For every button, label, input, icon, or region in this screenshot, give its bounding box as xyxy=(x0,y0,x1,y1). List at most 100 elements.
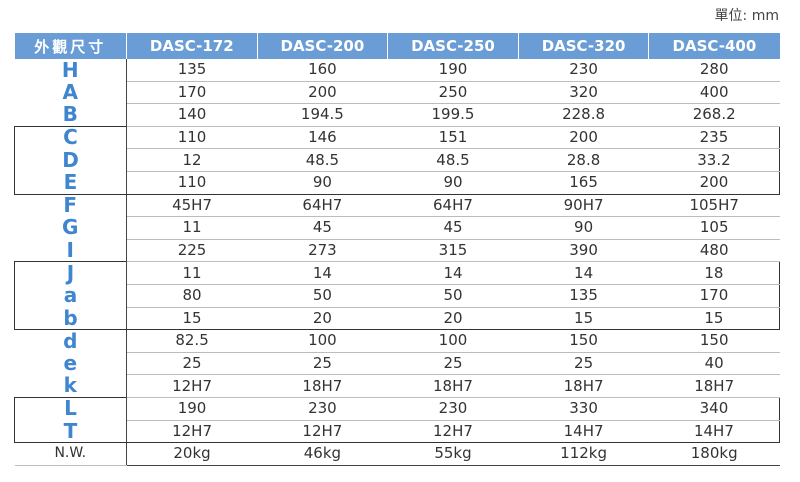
value-cell: 160 xyxy=(257,59,388,82)
value-cell: 225 xyxy=(126,239,258,263)
table-row: E 110 90 90 165 200 xyxy=(14,171,780,195)
header-dasc-200: DASC-200 xyxy=(257,33,389,59)
value-cell: 330 xyxy=(518,396,649,421)
value-cell: 390 xyxy=(518,239,649,263)
value-cell: 64H7 xyxy=(257,194,388,218)
value-cell: 140 xyxy=(126,103,258,127)
value-cell: 90 xyxy=(387,171,519,195)
table-row: a 80 50 50 135 170 xyxy=(14,284,780,308)
dimension-label: a xyxy=(14,284,127,308)
value-cell: 105 xyxy=(648,216,780,240)
value-cell: 48.5 xyxy=(387,148,519,172)
table-row: e 25 25 25 25 40 xyxy=(14,352,780,376)
net-weight-label: N.W. xyxy=(14,442,127,466)
value-cell: 190 xyxy=(126,396,258,421)
value-cell: 14 xyxy=(257,261,388,285)
value-cell: 200 xyxy=(518,125,649,150)
value-cell: 90 xyxy=(518,216,649,240)
unit-label: 單位: mm xyxy=(714,8,779,24)
value-cell: 315 xyxy=(387,239,519,263)
value-cell: 268.2 xyxy=(648,103,780,127)
value-cell: 14 xyxy=(518,261,649,285)
value-cell: 45H7 xyxy=(126,194,258,218)
value-cell: 230 xyxy=(518,59,649,82)
value-cell: 45 xyxy=(257,216,388,240)
value-cell: 105H7 xyxy=(648,194,780,218)
dimension-label: B xyxy=(14,103,127,127)
value-cell: 50 xyxy=(257,284,388,308)
value-cell: 25 xyxy=(518,352,649,376)
dimension-label: C xyxy=(14,125,127,149)
value-cell: 28.8 xyxy=(518,148,649,172)
dimension-label: e xyxy=(14,352,127,375)
value-cell: 90H7 xyxy=(518,194,649,218)
value-cell: 55kg xyxy=(387,442,519,466)
value-cell: 20 xyxy=(387,307,519,331)
value-cell: 170 xyxy=(648,284,780,308)
value-cell: 15 xyxy=(126,307,258,331)
value-cell: 18H7 xyxy=(257,374,388,398)
value-cell: 228.8 xyxy=(518,103,649,127)
value-cell: 273 xyxy=(257,239,388,263)
value-cell: 320 xyxy=(518,81,649,105)
value-cell: 200 xyxy=(648,171,780,195)
value-cell: 25 xyxy=(126,352,258,376)
dimension-label: b xyxy=(14,307,127,331)
value-cell: 12H7 xyxy=(257,420,388,444)
value-cell: 100 xyxy=(257,329,388,353)
value-cell: 18 xyxy=(648,261,780,285)
dimension-label: A xyxy=(14,81,127,104)
value-cell: 82.5 xyxy=(126,329,258,353)
dimension-label: L xyxy=(14,396,127,420)
dimension-label: d xyxy=(14,329,127,353)
value-cell: 150 xyxy=(518,329,649,353)
value-cell: 14 xyxy=(387,261,519,285)
header-dasc-172: DASC-172 xyxy=(126,33,258,59)
value-cell: 15 xyxy=(518,307,649,331)
header-dasc-250: DASC-250 xyxy=(387,33,519,59)
table-row: N.W. 20kg 46kg 55kg 112kg 180kg xyxy=(14,442,780,466)
table-row: D 12 48.5 48.5 28.8 33.2 xyxy=(14,148,780,172)
table-row: I 225 273 315 390 480 xyxy=(14,239,780,263)
table-row: B 140 194.5 199.5 228.8 268.2 xyxy=(14,103,780,127)
value-cell: 230 xyxy=(257,396,388,421)
value-cell: 199.5 xyxy=(387,103,519,127)
header-dasc-400: DASC-400 xyxy=(648,33,780,59)
value-cell: 151 xyxy=(387,125,519,150)
value-cell: 12H7 xyxy=(126,374,258,398)
value-cell: 200 xyxy=(257,81,388,105)
value-cell: 18H7 xyxy=(648,374,780,398)
value-cell: 18H7 xyxy=(518,374,649,398)
dimension-label: H xyxy=(14,59,127,82)
value-cell: 150 xyxy=(648,329,780,353)
value-cell: 25 xyxy=(387,352,519,376)
value-cell: 11 xyxy=(126,216,258,240)
dimension-label: D xyxy=(14,148,127,172)
table-row: G 11 45 45 90 105 xyxy=(14,216,780,240)
value-cell: 100 xyxy=(387,329,519,353)
table-row: b 15 20 20 15 15 xyxy=(14,307,780,331)
value-cell: 64H7 xyxy=(387,194,519,218)
value-cell: 80 xyxy=(126,284,258,308)
value-cell: 135 xyxy=(126,59,258,82)
dimension-label: T xyxy=(14,420,127,444)
value-cell: 12 xyxy=(126,148,258,172)
dimension-label: G xyxy=(14,216,127,240)
value-cell: 46kg xyxy=(257,442,388,466)
value-cell: 250 xyxy=(387,81,519,105)
value-cell: 340 xyxy=(648,396,780,421)
dimension-label: E xyxy=(14,171,127,195)
value-cell: 400 xyxy=(648,81,780,105)
value-cell: 135 xyxy=(518,284,649,308)
value-cell: 50 xyxy=(387,284,519,308)
value-cell: 146 xyxy=(257,125,388,150)
table-row: C 110 146 151 200 235 xyxy=(14,125,780,150)
table-header-row: 外觀尺寸 DASC-172 DASC-200 DASC-250 DASC-320… xyxy=(14,33,780,59)
value-cell: 25 xyxy=(257,352,388,376)
table-row: A 170 200 250 320 400 xyxy=(14,81,780,105)
value-cell: 20 xyxy=(257,307,388,331)
table-row: d 82.5 100 100 150 150 xyxy=(14,329,780,353)
value-cell: 180kg xyxy=(648,442,780,466)
dimension-label: k xyxy=(14,374,127,398)
value-cell: 235 xyxy=(648,125,780,150)
